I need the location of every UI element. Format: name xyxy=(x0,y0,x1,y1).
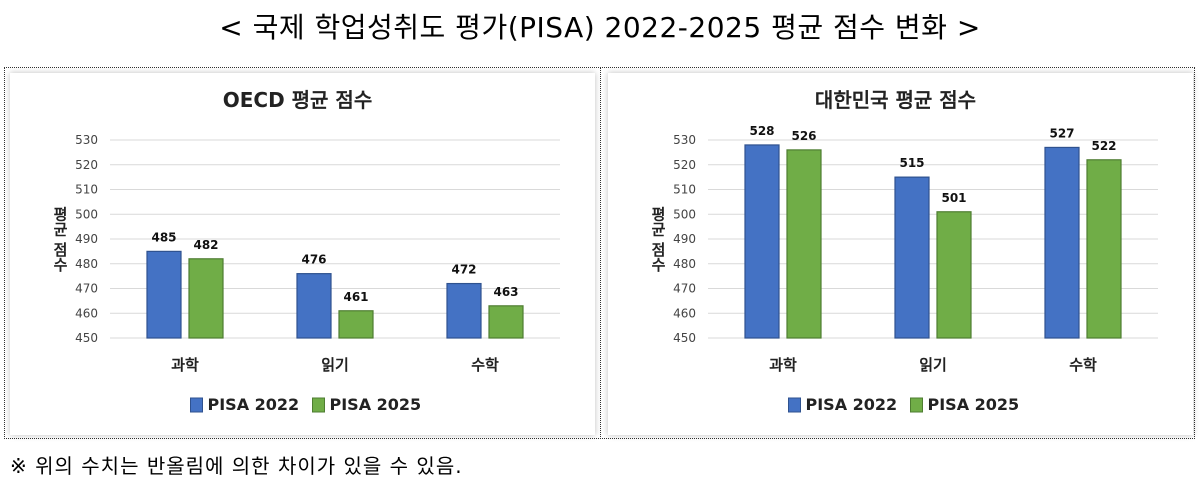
legend-label: PISA 2022 xyxy=(208,395,300,414)
bar-2022 xyxy=(894,176,930,339)
page-title: < 국제 학업성취도 평가(PISA) 2022-2025 평균 점수 변화 > xyxy=(219,11,981,44)
data-label: 463 xyxy=(493,285,518,299)
y-tick-label: 520 xyxy=(673,158,696,172)
y-tick-label: 520 xyxy=(75,158,98,172)
bar-2025 xyxy=(188,258,224,339)
y-tick-label: 490 xyxy=(673,232,696,246)
bar-2022 xyxy=(146,250,182,339)
y-tick-label: 470 xyxy=(673,282,696,296)
oecd-chart: OECD 평균 점수 450 460 470 480 490 500 510 520 530 평균 … xyxy=(51,88,560,414)
legend-label: PISA 2022 xyxy=(806,395,898,414)
y-tick-label: 510 xyxy=(673,183,696,197)
y-tick-label: 510 xyxy=(75,183,98,197)
data-label: 485 xyxy=(151,230,176,244)
bar-2025 xyxy=(786,149,822,339)
y-tick-label: 460 xyxy=(673,306,696,320)
category-label: 읽기 xyxy=(919,356,947,374)
bar-2022 xyxy=(744,144,780,339)
data-label: 482 xyxy=(193,238,218,252)
legend-label: PISA 2025 xyxy=(928,395,1020,414)
category-label: 과학 xyxy=(769,356,797,374)
y-tick-label: 500 xyxy=(75,207,98,221)
y-tick-label: 450 xyxy=(75,331,98,345)
footnote: ※ 위의 수치는 반올림에 의한 차이가 있을 수 있음. xyxy=(10,454,463,478)
y-tick-label: 460 xyxy=(75,306,98,320)
bar-2025 xyxy=(488,305,524,339)
chart-title: 대한민국 평균 점수 xyxy=(815,88,976,112)
bar-2025 xyxy=(1086,159,1122,339)
y-tick-label: 530 xyxy=(673,133,696,147)
bar-2022 xyxy=(1044,146,1080,339)
data-label: 501 xyxy=(941,191,966,205)
category-label: 수학 xyxy=(1069,356,1097,374)
y-tick-label: 470 xyxy=(75,282,98,296)
y-tick-label: 530 xyxy=(75,133,98,147)
bar-2022 xyxy=(296,273,332,339)
data-label: 528 xyxy=(749,124,774,138)
category-label: 과학 xyxy=(171,356,199,374)
panel-divider xyxy=(600,67,601,439)
bar-2025 xyxy=(936,211,972,339)
data-label: 527 xyxy=(1049,126,1074,140)
category-label: 수학 xyxy=(471,356,499,374)
data-label: 526 xyxy=(791,129,816,143)
data-label: 472 xyxy=(451,263,476,277)
legend-swatch xyxy=(788,397,801,413)
legend-swatch xyxy=(190,397,203,413)
bar-2025 xyxy=(338,310,374,339)
y-tick-label: 500 xyxy=(673,207,696,221)
data-label: 476 xyxy=(301,253,326,267)
category-label: 읽기 xyxy=(321,356,349,374)
bar-2022 xyxy=(446,282,482,339)
korea-chart-panel: 대한민국 평균 점수 450 460 470 480 490 500 510 520 530 평균 … xyxy=(608,73,1193,435)
chart-frame xyxy=(4,67,1195,439)
legend-swatch xyxy=(312,397,325,413)
data-label: 461 xyxy=(343,290,368,304)
y-tick-label: 490 xyxy=(75,232,98,246)
y-tick-label: 450 xyxy=(673,331,696,345)
legend-label: PISA 2025 xyxy=(330,395,422,414)
y-axis-label: 평균 점수 xyxy=(649,206,667,273)
y-tick-label: 480 xyxy=(75,257,98,271)
data-label: 522 xyxy=(1091,139,1116,153)
korea-chart: 대한민국 평균 점수 450 460 470 480 490 500 510 520 530 평균 … xyxy=(649,88,1158,414)
legend-swatch xyxy=(910,397,923,413)
oecd-chart-panel: OECD 평균 점수 450 460 470 480 490 500 510 520 530 평균 … xyxy=(10,73,595,435)
chart-title: OECD 평균 점수 xyxy=(223,88,372,112)
data-label: 515 xyxy=(899,156,924,170)
y-tick-label: 480 xyxy=(673,257,696,271)
y-axis-label: 평균 점수 xyxy=(51,206,69,273)
